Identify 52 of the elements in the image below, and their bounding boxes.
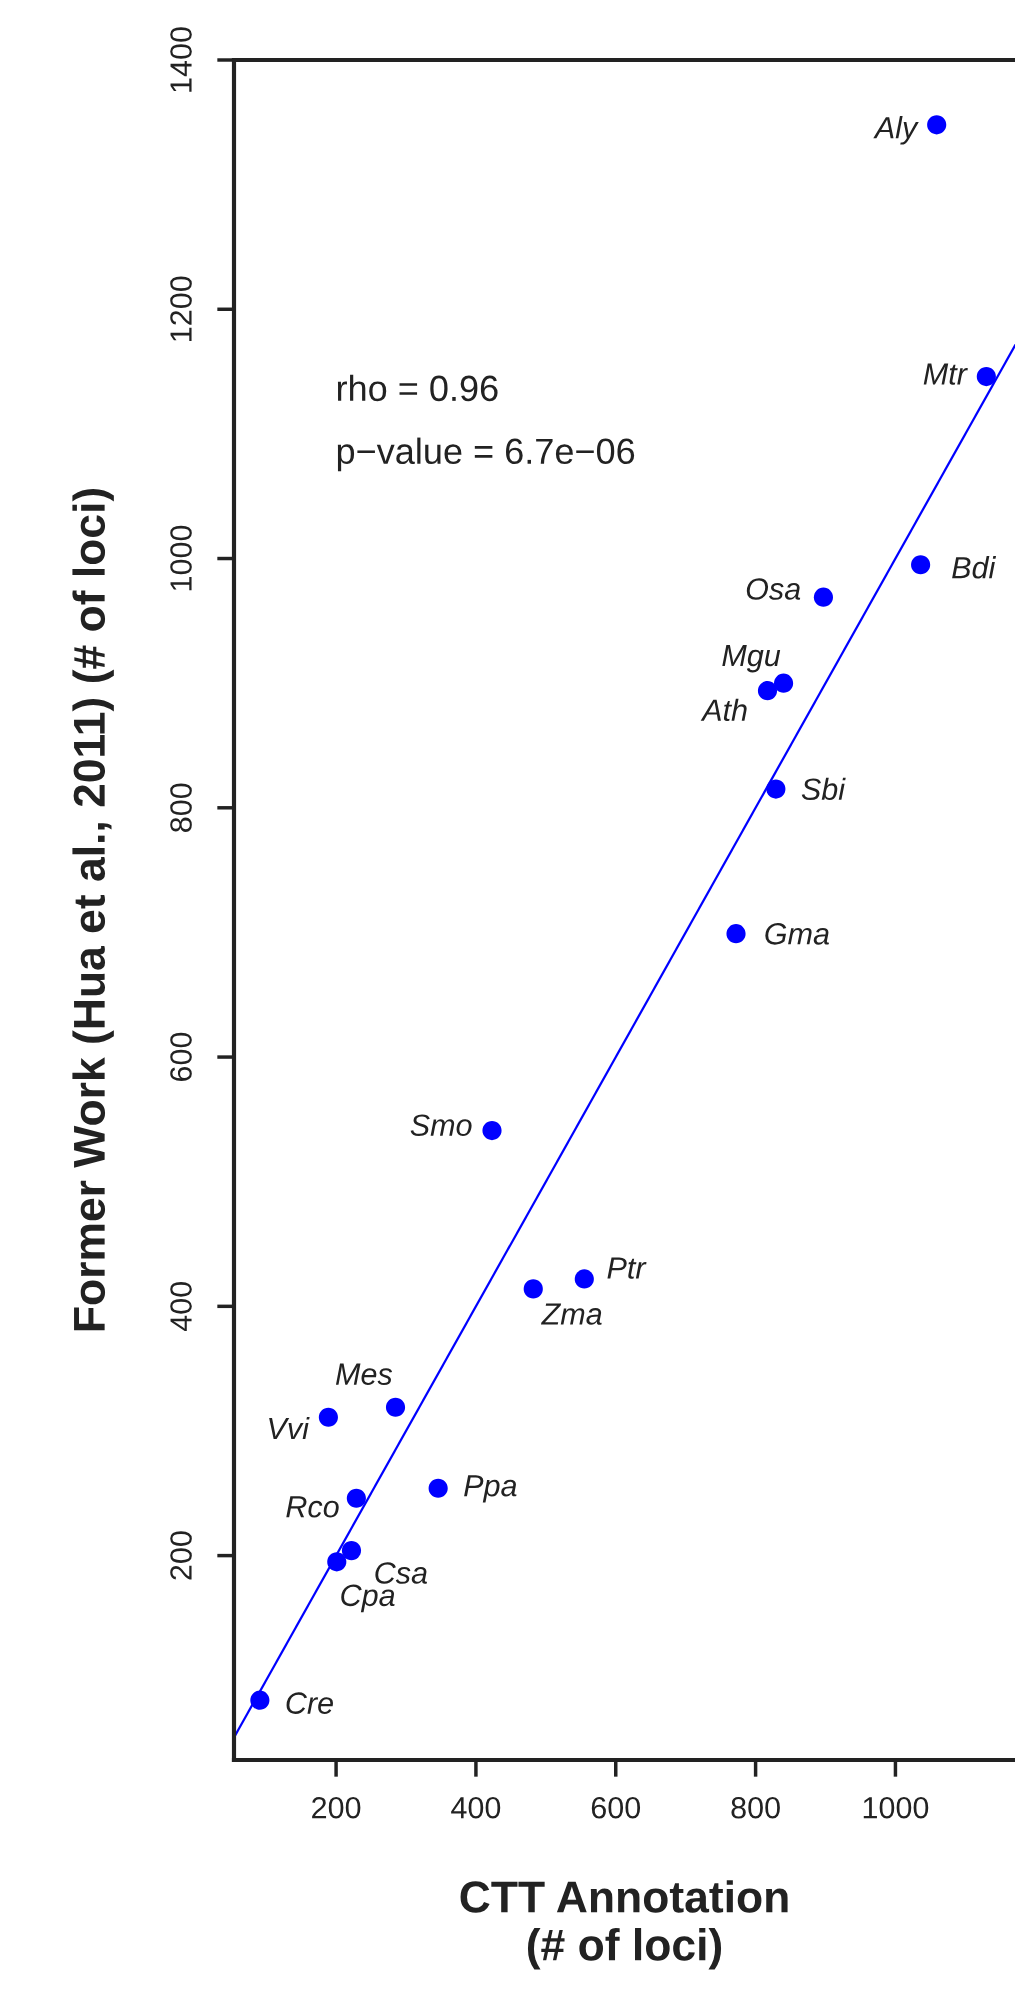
x-tick-label: 800: [731, 1796, 780, 1819]
x-axis-title: CTT Annotation (# of loci): [460, 1880, 788, 1970]
point: [346, 1488, 366, 1508]
annotation: Bdi: [952, 556, 997, 579]
point: [773, 673, 794, 693]
point: [574, 1269, 594, 1289]
annotation: Mtr: [923, 363, 968, 385]
annotation: Cre: [286, 1692, 333, 1714]
y-tick-label: 1400: [170, 27, 192, 92]
annotation: Zma: [540, 1303, 602, 1325]
annotation: Smo: [410, 1114, 472, 1137]
point: [911, 555, 931, 575]
point: [813, 587, 833, 607]
annotation: Vvi: [269, 1416, 310, 1440]
annotation: Mgu: [722, 645, 781, 673]
y-tick-label: 800: [170, 783, 192, 832]
y-tick-label: 400: [170, 1282, 192, 1332]
annotation: Rco: [286, 1496, 339, 1518]
point: [523, 1279, 543, 1299]
annotation: p−value = 6.7e−06: [337, 437, 635, 472]
annotation: Ptr: [607, 1257, 647, 1279]
annotation: Mes: [335, 1363, 393, 1385]
x-tick-label: 200: [312, 1796, 361, 1819]
x-tick-label: 600: [591, 1796, 641, 1819]
annotation: Csa: [375, 1562, 427, 1584]
y-tick-label: 1000: [170, 525, 192, 591]
annotation: Ath: [700, 698, 747, 722]
annotation: Aly: [873, 116, 919, 145]
annotation: Osa: [746, 578, 801, 600]
point: [976, 367, 996, 387]
x-tick-label: 400: [451, 1796, 501, 1819]
point: [482, 1121, 502, 1141]
annotation: Ppa: [464, 1475, 517, 1503]
x-tick-label: 1000: [863, 1796, 929, 1819]
point: [385, 1397, 406, 1417]
annotation: Gma: [765, 923, 829, 945]
point: [726, 924, 746, 944]
y-tick-label: 200: [170, 1531, 192, 1580]
point: [341, 1541, 362, 1561]
point: [250, 1690, 270, 1710]
point: [327, 1552, 347, 1572]
annotation: Cpa: [341, 1584, 395, 1613]
point: [766, 779, 786, 799]
point: [318, 1407, 338, 1427]
point: [428, 1478, 448, 1498]
annotation: Sbi: [801, 777, 846, 801]
y-tick-label: 1200: [170, 276, 192, 341]
point: [927, 115, 947, 135]
annotation: rho = 0.96: [337, 374, 498, 402]
point: [757, 681, 778, 701]
y-axis-title: Former Work (Hua et al., 2011) (# of loci): [72, 489, 114, 1331]
y-tick-label: 600: [170, 1032, 192, 1081]
